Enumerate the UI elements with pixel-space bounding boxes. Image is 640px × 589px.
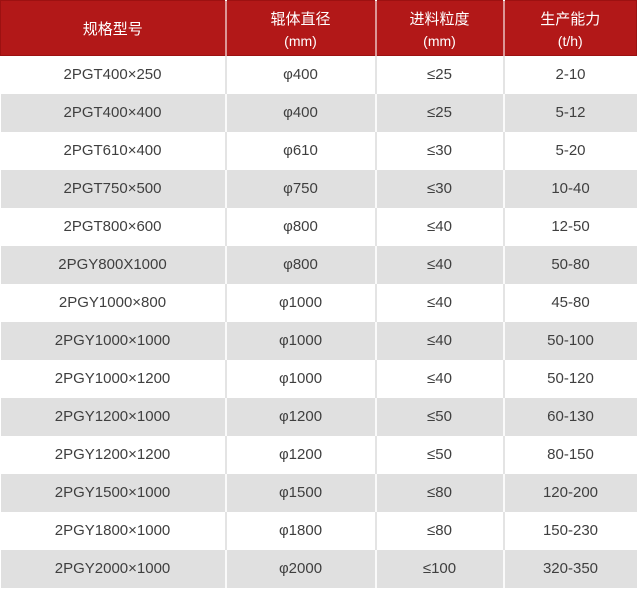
table-cell: 2PGT610×400 <box>0 131 227 170</box>
table-row: 2PGY1000×1200 φ1000 ≤40 50-120 <box>0 359 637 398</box>
table-cell: 2PGY1000×1200 <box>0 359 227 398</box>
table-cell: 2PGY1200×1000 <box>0 397 227 436</box>
table-cell: 2PGT800×600 <box>0 207 227 246</box>
table-cell: 2PGY1500×1000 <box>0 473 227 512</box>
table-cell: 2PGY1000×800 <box>0 283 227 322</box>
table-cell: φ800 <box>225 245 377 284</box>
table-cell: 12-50 <box>503 207 637 246</box>
table-row: 2PGY1800×1000 φ1800 ≤80 150-230 <box>0 511 637 550</box>
table-row: 2PGY1500×1000 φ1500 ≤80 120-200 <box>0 473 637 512</box>
table-cell: ≤50 <box>375 397 505 436</box>
table-cell: 150-230 <box>503 511 637 550</box>
table-cell: 2PGY2000×1000 <box>0 549 227 588</box>
table-cell: φ1800 <box>225 511 377 550</box>
table-cell: 50-120 <box>503 359 637 398</box>
table-cell: ≤40 <box>375 321 505 360</box>
header-label: 生产能力 <box>540 10 601 28</box>
table-cell: φ1200 <box>225 435 377 474</box>
table-cell: ≤80 <box>375 511 505 550</box>
header-label: 辊体直径 <box>270 10 331 28</box>
table-cell: ≤30 <box>375 131 505 170</box>
table-cell: 60-130 <box>503 397 637 436</box>
table-cell: ≤40 <box>375 207 505 246</box>
table-cell: 5-20 <box>503 131 637 170</box>
table-cell: φ400 <box>225 55 377 94</box>
table-cell: φ1000 <box>225 359 377 398</box>
table-cell: φ2000 <box>225 549 377 588</box>
header-unit: (mm) <box>284 32 317 49</box>
table-row: 2PGY1000×800 φ1000 ≤40 45-80 <box>0 283 637 322</box>
header-cell-model: 规格型号 <box>0 0 227 56</box>
table-cell: 2PGY1200×1200 <box>0 435 227 474</box>
table-cell: ≤25 <box>375 93 505 132</box>
table-row: 2PGY1200×1000 φ1200 ≤50 60-130 <box>0 397 637 436</box>
table-cell: 2-10 <box>503 55 637 94</box>
table-cell: 10-40 <box>503 169 637 208</box>
table-cell: 50-80 <box>503 245 637 284</box>
table-cell: ≤40 <box>375 283 505 322</box>
table-row: 2PGT610×400 φ610 ≤30 5-20 <box>0 131 637 170</box>
header-label: 规格型号 <box>82 20 143 38</box>
table-cell: φ1000 <box>225 283 377 322</box>
table-cell: 2PGY800X1000 <box>0 245 227 284</box>
table-cell: ≤40 <box>375 359 505 398</box>
table-cell: ≤50 <box>375 435 505 474</box>
table-row: 2PGY800X1000 φ800 ≤40 50-80 <box>0 245 637 284</box>
table-cell: 120-200 <box>503 473 637 512</box>
table-row: 2PGY1000×1000 φ1000 ≤40 50-100 <box>0 321 637 360</box>
table-row: 2PGT400×400 φ400 ≤25 5-12 <box>0 93 637 132</box>
table-cell: φ1200 <box>225 397 377 436</box>
table-body: 2PGT400×250 φ400 ≤25 2-10 2PGT400×400 φ400 ≤25… <box>0 55 637 588</box>
table-cell: 2PGY1000×1000 <box>0 321 227 360</box>
header-cell-feed-size: 进料粒度 (mm) <box>375 0 505 56</box>
table-cell: φ610 <box>225 131 377 170</box>
table-row: 2PGY1200×1200 φ1200 ≤50 80-150 <box>0 435 637 474</box>
table-cell: 50-100 <box>503 321 637 360</box>
header-unit: (t/h) <box>557 32 583 49</box>
header-cell-capacity: 生产能力 (t/h) <box>503 0 637 56</box>
table-header-row: 规格型号 辊体直径 (mm) 进料粒度 (mm) 生产能力 (t/h) <box>0 0 637 56</box>
table-cell: ≤80 <box>375 473 505 512</box>
table-row: 2PGT750×500 φ750 ≤30 10-40 <box>0 169 637 208</box>
table-cell: 320-350 <box>503 549 637 588</box>
table-header: 规格型号 辊体直径 (mm) 进料粒度 (mm) 生产能力 (t/h) <box>0 0 637 56</box>
header-cell-roller-diameter: 辊体直径 (mm) <box>225 0 377 56</box>
table-cell: φ1500 <box>225 473 377 512</box>
table-cell: 80-150 <box>503 435 637 474</box>
table-cell: φ1000 <box>225 321 377 360</box>
table-cell: ≤100 <box>375 549 505 588</box>
table-cell: 45-80 <box>503 283 637 322</box>
header-label: 进料粒度 <box>409 10 470 28</box>
table-cell: ≤40 <box>375 245 505 284</box>
table-cell: 2PGT400×250 <box>0 55 227 94</box>
table-cell: 2PGY1800×1000 <box>0 511 227 550</box>
table-cell: φ750 <box>225 169 377 208</box>
table-cell: 2PGT750×500 <box>0 169 227 208</box>
table-row: 2PGY2000×1000 φ2000 ≤100 320-350 <box>0 549 637 588</box>
table-row: 2PGT800×600 φ800 ≤40 12-50 <box>0 207 637 246</box>
table-cell: φ400 <box>225 93 377 132</box>
table-cell: 5-12 <box>503 93 637 132</box>
table-cell: 2PGT400×400 <box>0 93 227 132</box>
header-unit: (mm) <box>423 32 456 49</box>
table-cell: φ800 <box>225 207 377 246</box>
table-cell: ≤30 <box>375 169 505 208</box>
table-cell: ≤25 <box>375 55 505 94</box>
table-row: 2PGT400×250 φ400 ≤25 2-10 <box>0 55 637 94</box>
